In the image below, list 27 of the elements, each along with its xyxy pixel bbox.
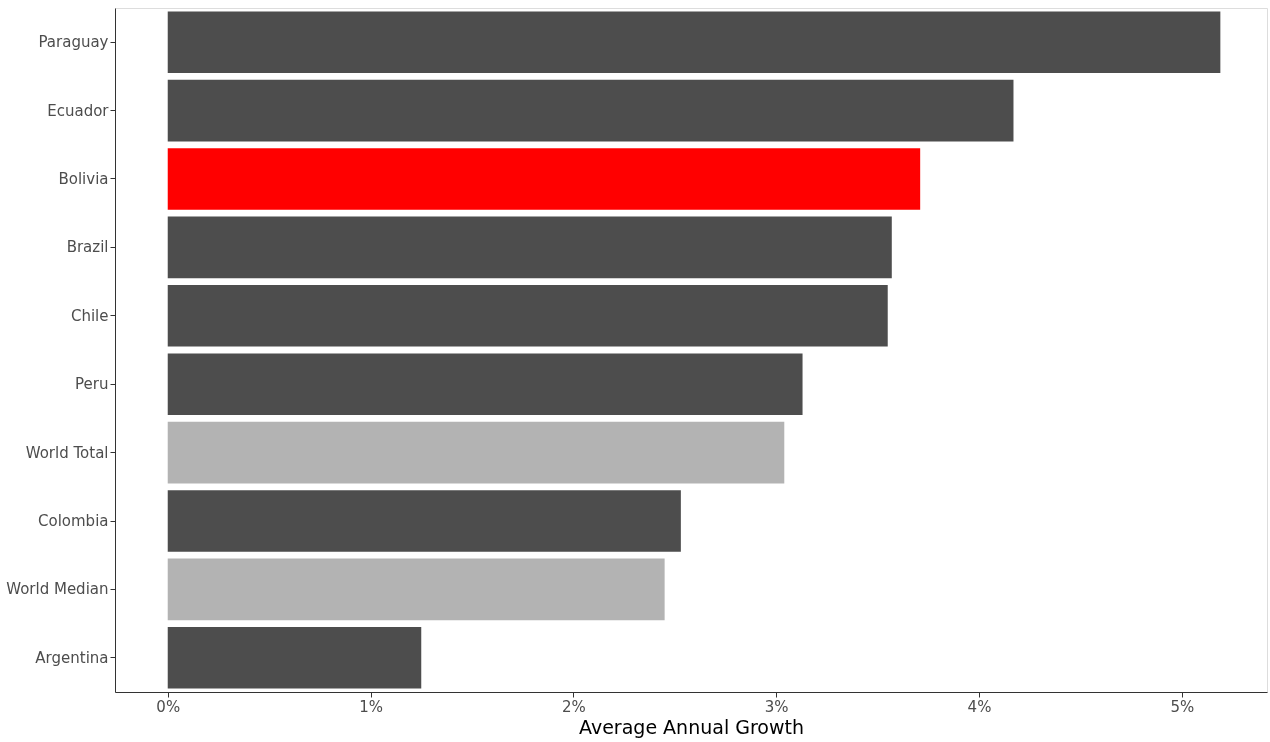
bar bbox=[167, 421, 785, 484]
y-tick-label: Bolivia bbox=[58, 170, 109, 188]
y-tick-label: Argentina bbox=[35, 648, 109, 667]
bar bbox=[167, 216, 892, 279]
y-tick-label: Ecuador bbox=[47, 101, 110, 120]
bar bbox=[167, 627, 422, 689]
bar bbox=[167, 353, 803, 415]
y-tick-label: World Median bbox=[6, 580, 109, 599]
y-tick-label: Brazil bbox=[66, 238, 109, 257]
x-tick-label: 5% bbox=[1170, 697, 1195, 716]
y-tick-label: Paraguay bbox=[38, 33, 109, 52]
x-tick-label: 1% bbox=[359, 697, 383, 716]
x-tick-label: 2% bbox=[561, 697, 586, 716]
bar bbox=[167, 148, 921, 210]
y-tick-label: Peru bbox=[75, 375, 109, 394]
y-tick-label: Colombia bbox=[38, 512, 109, 530]
x-tick-label: 4% bbox=[967, 697, 992, 716]
x-axis-title: Average Annual Growth bbox=[579, 715, 804, 738]
bar bbox=[167, 11, 1221, 73]
y-tick-label: Chile bbox=[70, 306, 109, 325]
bar bbox=[167, 79, 1014, 142]
y-tick-label: World Total bbox=[25, 443, 109, 462]
bar bbox=[167, 285, 888, 347]
bar bbox=[167, 558, 665, 621]
x-tick-label: 0% bbox=[156, 697, 181, 716]
bar bbox=[167, 490, 681, 552]
x-tick-label: 3% bbox=[764, 697, 789, 716]
